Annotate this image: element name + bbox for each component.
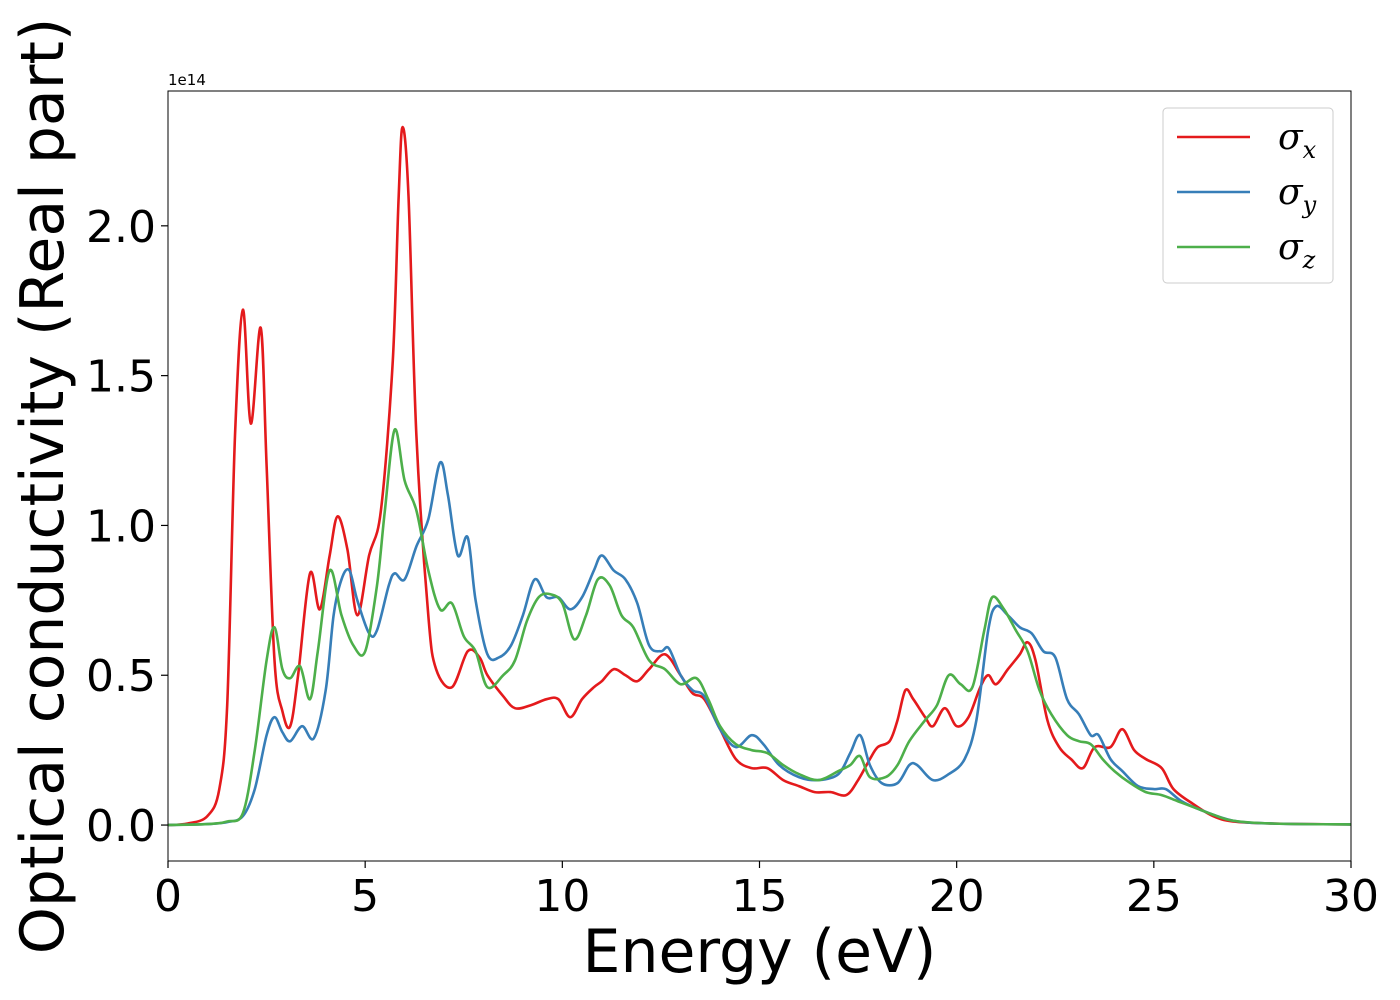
legend-label-sigma-y: σy	[1278, 172, 1317, 219]
x-axis-label: Energy (eV)	[583, 917, 937, 987]
series-line-sigma-z	[168, 428, 1351, 827]
x-axis-ticks: 0 5 10 15 20 25 30	[154, 861, 1379, 922]
y-axis-ticks: 0.0 0.5 1.0 1.5 2.0	[86, 202, 168, 852]
legend-label-sigma-z: σz	[1278, 227, 1316, 274]
x-tick-label: 20	[929, 871, 985, 922]
legend-label-subscript: x	[1303, 136, 1317, 164]
x-tick-label: 15	[732, 871, 788, 922]
y-tick-label: 0.0	[86, 801, 156, 852]
legend-box	[1162, 107, 1334, 284]
legend-label-subscript: y	[1302, 191, 1317, 219]
x-tick-label: 0	[154, 871, 182, 922]
series-line-sigma-x	[168, 125, 1351, 827]
y-tick-label: 2.0	[86, 202, 156, 253]
x-tick-label: 30	[1323, 871, 1379, 922]
y-tick-label: 1.5	[86, 352, 156, 403]
legend-label-symbol: σ	[1278, 227, 1304, 268]
y-tick-label: 1.0	[86, 501, 156, 552]
y-tick-label: 0.5	[86, 651, 156, 702]
y-axis-offset-label: 1e14	[168, 71, 206, 89]
legend-label-symbol: σ	[1278, 117, 1304, 158]
y-axis-label: Optical conductivity (Real part)	[8, 18, 78, 955]
x-tick-label: 25	[1126, 871, 1182, 922]
legend-label-subscript: z	[1302, 246, 1316, 274]
x-tick-label: 5	[351, 871, 379, 922]
x-tick-label: 10	[534, 871, 590, 922]
legend-label-symbol: σ	[1278, 172, 1304, 213]
series-line-sigma-y	[168, 460, 1351, 827]
series-layer	[168, 125, 1351, 827]
legend-label-sigma-x: σx	[1278, 117, 1317, 164]
